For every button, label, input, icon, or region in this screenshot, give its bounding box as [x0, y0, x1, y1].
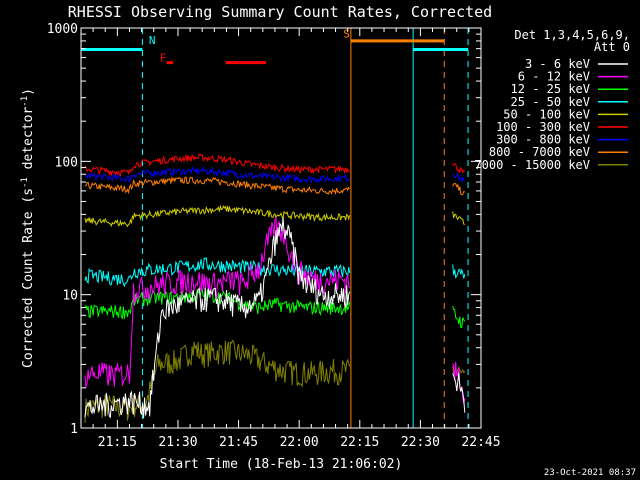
x-tick-label: 22:00	[280, 435, 319, 450]
y-tick-label: 1	[70, 422, 78, 437]
x-tick-label: 22:15	[340, 435, 379, 450]
legend-label: 800 - 7000 keV	[489, 145, 590, 159]
series-line	[84, 216, 351, 419]
series-line	[84, 216, 351, 388]
legend-label: 50 - 100 keV	[503, 107, 590, 121]
flag-label: N	[149, 34, 156, 47]
x-tick-label: 21:30	[158, 435, 197, 450]
series-line-late	[452, 211, 465, 225]
series-line-late	[452, 163, 466, 174]
series-line-late	[452, 372, 466, 413]
series-line-late	[452, 361, 466, 404]
legend-label: 7000 - 15000 keV	[474, 158, 590, 172]
legend-header-1: Det 1,3,4,5,6,9,	[514, 28, 630, 42]
x-axis-label: Start Time (18-Feb-13 21:06:02)	[160, 457, 403, 472]
flag-label: F	[160, 52, 167, 65]
legend-label: 25 - 50 keV	[511, 95, 590, 109]
y-tick-label: 100	[55, 155, 78, 170]
plot-frame	[80, 27, 482, 429]
series-line-late	[452, 171, 466, 183]
series-line	[84, 175, 351, 196]
legend-label: 300 - 800 keV	[496, 133, 590, 147]
x-tick-label: 21:45	[219, 435, 258, 450]
legend-label: 12 - 25 keV	[511, 82, 590, 96]
series-line	[84, 153, 350, 177]
legend-header-2: Att 0	[594, 40, 630, 54]
y-tick-label: 1000	[47, 22, 78, 37]
series-line-late	[452, 264, 466, 279]
series-line-late	[452, 305, 466, 328]
flag-label: S	[343, 27, 350, 40]
x-tick-label: 22:45	[461, 435, 500, 450]
chart-title: RHESSI Observing Summary Count Rates, Co…	[68, 3, 492, 21]
timestamp: 23-Oct-2021 08:37	[544, 468, 636, 478]
y-axis-label: Corrected Count Rate (s-1 detector-1)	[20, 88, 36, 368]
series-line	[84, 204, 351, 228]
series-line	[84, 339, 351, 423]
y-tick-label: 10	[62, 289, 78, 304]
x-tick-label: 22:30	[401, 435, 440, 450]
x-tick-label: 21:15	[98, 435, 137, 450]
legend-label: 6 - 12 keV	[518, 70, 590, 84]
series-line	[84, 165, 351, 184]
legend-label: 3 - 6 keV	[525, 57, 590, 71]
series-line-late	[452, 183, 466, 196]
series-line	[84, 256, 351, 288]
legend-label: 100 - 300 keV	[496, 120, 590, 134]
